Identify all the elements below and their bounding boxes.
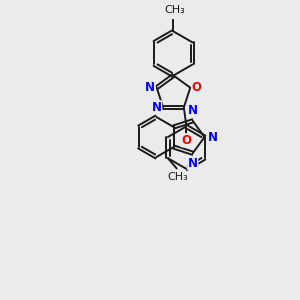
Text: O: O	[192, 81, 202, 94]
Text: O: O	[181, 134, 191, 147]
Text: N: N	[152, 101, 162, 114]
Text: N: N	[188, 157, 198, 170]
Text: N: N	[208, 130, 218, 143]
Text: CH₃: CH₃	[165, 5, 185, 15]
Text: CH₃: CH₃	[168, 172, 188, 182]
Text: N: N	[145, 81, 155, 94]
Text: N: N	[188, 104, 198, 117]
